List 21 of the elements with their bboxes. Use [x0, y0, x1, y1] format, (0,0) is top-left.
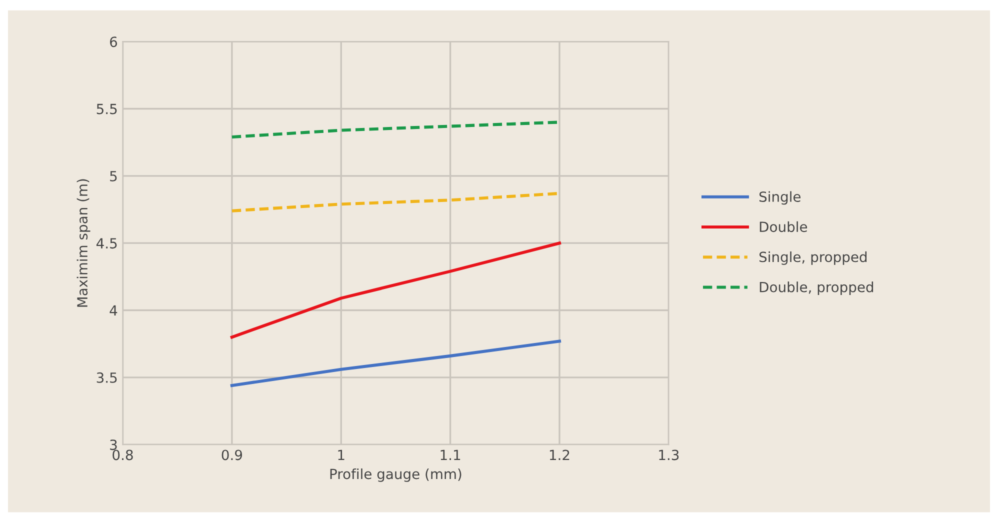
x-axis-title: Profile gauge (mm) [330, 468, 462, 482]
legend-label: Single [759, 191, 801, 205]
line-series [230, 340, 562, 388]
y-tick-label: 3 [110, 440, 117, 450]
y-axis-title: Maximim span (m) [76, 179, 90, 307]
y-tick-label: 6 [110, 36, 118, 48]
x-tick-label: 0.9 [222, 450, 242, 460]
x-tick-label: 1.2 [550, 450, 570, 460]
y-tick-label: 3.5 [96, 372, 117, 383]
x-tick-label: 1.3 [659, 450, 679, 460]
y-tick-label: 4.5 [96, 238, 117, 249]
x-tick-label: 1.1 [440, 450, 460, 460]
y-tick-label: 5 [110, 171, 117, 182]
legend-label: Double [760, 221, 808, 232]
x-tick-label: 0.8 [112, 450, 133, 460]
x-tick-label: 1 [338, 450, 344, 460]
legend-label: Single, propped [759, 251, 867, 265]
y-tick-label: 4 [110, 305, 118, 316]
line-series [230, 242, 562, 339]
legend-label: Double, propped [760, 282, 874, 295]
y-tick-label: 5.5 [96, 104, 117, 114]
